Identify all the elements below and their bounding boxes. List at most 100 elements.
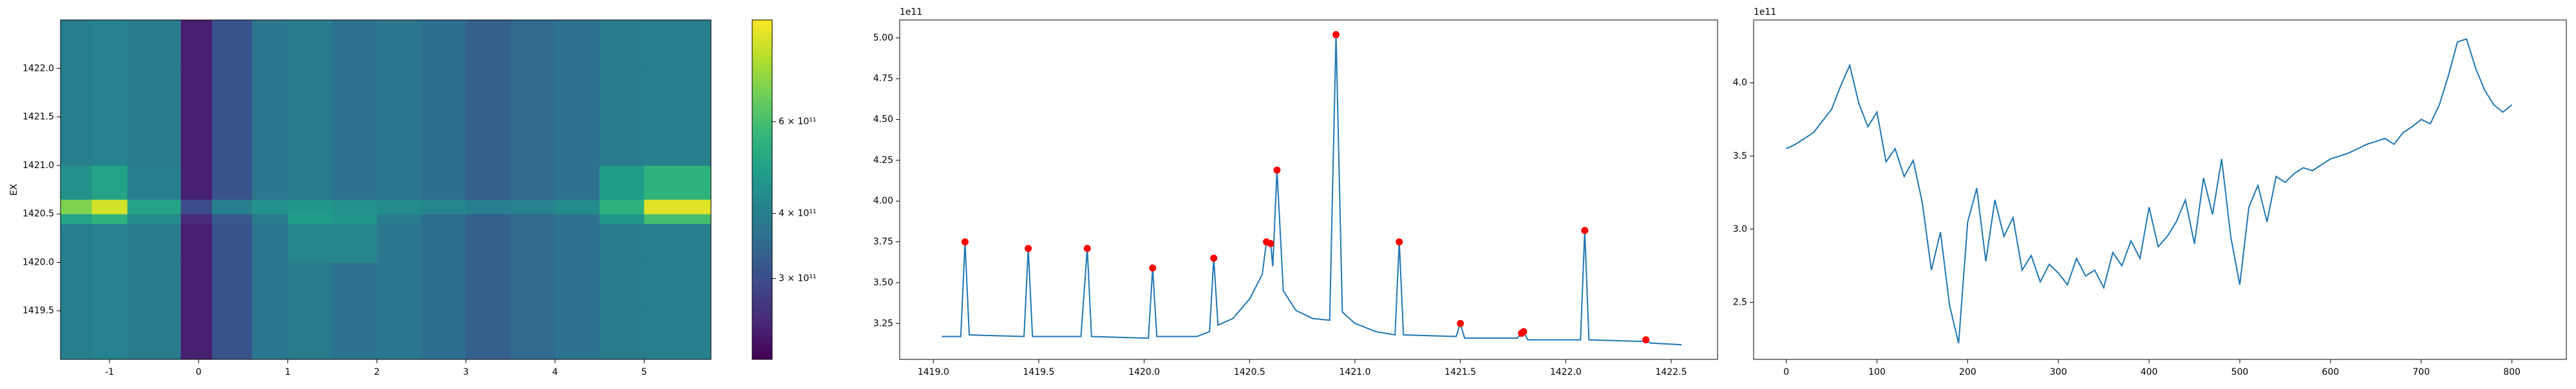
x-tick-label: 700 [2412,367,2430,377]
x-tick-label: 1420.5 [1234,367,1265,377]
y-tick-label: 1421.0 [23,160,54,171]
heatmap-cell [377,68,422,118]
heatmap-cell [180,20,213,69]
heatmap-cell [212,199,252,214]
heatmap-cell [510,117,556,166]
heatmap-cell [180,262,213,312]
y-tick-label: 3.5 [1733,151,1747,161]
heatmap-cell [332,165,377,200]
heatmap-cell [332,223,377,263]
heatmap-cell [554,262,600,312]
heatmap-cell [91,68,128,118]
heatmap-cell [377,262,422,312]
heatmap-cell [510,199,556,214]
heatmap-cell [180,117,213,166]
x-tick-label: 1 [285,367,290,377]
heatmap-cell [287,214,333,224]
heatmap-cell [554,310,600,360]
x-tick-label: 500 [2231,367,2249,377]
heatmap-cell [127,117,182,166]
peak-marker [1581,227,1589,234]
heatmap-cell [466,117,511,166]
heatmap-cell [600,165,645,200]
heatmap-cell [61,117,92,166]
heatmap-cell [600,214,645,224]
heatmap-cell [644,68,712,118]
x-tick-label: -1 [105,367,114,377]
heatmap-cell [510,223,556,263]
heatmap-cell [332,310,377,360]
heatmap-cell [332,117,377,166]
heatmap-cell [377,20,422,69]
heatmap-cell [466,214,511,224]
heatmap-cell [510,165,556,200]
y-axis-label: EX [9,184,19,196]
x-tick-label: 1421.5 [1444,367,1476,377]
heatmap-cell [252,214,289,224]
heatmap-cell [61,68,92,118]
y-tick-label: 1420.0 [23,257,54,267]
heatmap-cell [180,165,213,200]
heatmap-cell [61,20,92,69]
x-tick-label: 1420.0 [1128,367,1160,377]
heatmap-cell [61,310,92,360]
heatmap-cell [421,214,467,224]
heatmap-cell [212,117,252,166]
peak-marker [1332,31,1340,39]
heatmap-cell [287,165,333,200]
heatmap-cell [644,223,712,263]
heatmap-cell [180,223,213,263]
heatmap-cell [466,223,511,263]
y-tick-label: 4.25 [873,155,893,166]
heatmap-cell [252,223,289,263]
heatmap-cell [287,68,333,118]
heatmap-cell [554,68,600,118]
heatmap-cell [554,20,600,69]
heatmap-cell [212,262,252,312]
heatmap-cell [377,165,422,200]
x-tick-label: 1422.5 [1655,367,1687,377]
heatmap-cell [180,199,213,214]
heatmap-cell [510,214,556,224]
heatmap-cell [127,262,182,312]
x-tick-label: 0 [196,367,202,377]
y-tick-label: 3.25 [873,318,893,328]
heatmap-cell [600,117,645,166]
heatmap-cell [554,199,600,214]
heatmap-cell [127,165,182,200]
x-tick-label: 100 [1868,367,1886,377]
heatmap-cell [127,310,182,360]
heatmap-cell [466,310,511,360]
heatmap-cell [510,262,556,312]
peak-marker [961,238,969,246]
heatmap-cell [212,165,252,200]
heatmap-cell [377,214,422,224]
heatmap-cell [127,214,182,224]
y-tick-label: 4.50 [873,115,893,125]
heatmap-cell [127,20,182,69]
x-tick-label: 3 [463,367,469,377]
heatmap-cell [61,165,92,200]
data-line [942,34,1682,346]
y-tick-label: 4.75 [873,73,893,84]
heatmap-cell [287,199,333,214]
colorbar-tick-label: 6 × 10¹¹ [779,117,817,127]
y-tick-label: 3.50 [873,278,893,288]
colorbar-tick-label: 3 × 10¹¹ [779,274,817,284]
heatmap-cell [287,117,333,166]
heatmap-cell [421,165,467,200]
heatmap-cell [510,68,556,118]
x-tick-label: 1419.5 [1023,367,1055,377]
heatmap-cell [91,223,128,263]
heatmap-cell [91,20,128,69]
y-tick-label: 3.0 [1733,224,1747,234]
x-tick-label: 800 [2503,367,2521,377]
heatmap-cell [212,20,252,69]
heatmap-cell [644,117,712,166]
heatmap-cell [252,310,289,360]
x-tick-label: 0 [1783,367,1789,377]
y-tick-label: 1419.5 [23,306,54,316]
heatmap-cell [287,262,333,312]
x-tick-label: 5 [641,367,647,377]
heatmap-cell [91,165,128,200]
